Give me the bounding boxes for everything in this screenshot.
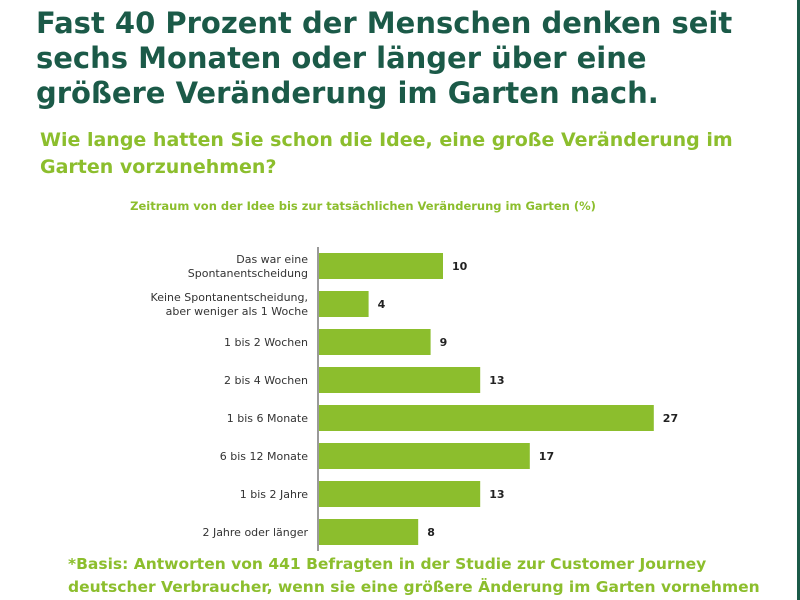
value-label: 17 bbox=[539, 450, 554, 463]
bar bbox=[319, 443, 530, 469]
category-label: 1 bis 2 Jahre bbox=[240, 488, 308, 501]
bar bbox=[319, 253, 443, 279]
footnote: *Basis: Antworten von 441 Befragten in d… bbox=[68, 555, 760, 596]
category-label: Keine Spontanentscheidung, aber weniger a… bbox=[151, 291, 309, 318]
bar bbox=[319, 291, 369, 317]
survey-question: Wie lange hatten Sie schon die Idee, ein… bbox=[40, 129, 733, 178]
headline: Fast 40 Prozent der Menschen denken seit… bbox=[36, 6, 733, 110]
bar bbox=[319, 329, 431, 355]
right-edge-border bbox=[797, 0, 800, 600]
value-label: 13 bbox=[489, 374, 504, 387]
category-label: Das war eine Spontanentscheidung bbox=[188, 253, 308, 280]
value-label: 8 bbox=[427, 526, 435, 539]
category-label: 1 bis 2 Wochen bbox=[224, 336, 308, 349]
category-label: 2 bis 4 Wochen bbox=[224, 374, 308, 387]
category-label: 2 Jahre oder länger bbox=[202, 526, 308, 539]
value-label: 27 bbox=[663, 412, 678, 425]
bar bbox=[319, 405, 654, 431]
bar bbox=[319, 481, 481, 507]
chart-title: Zeitraum von der Idee bis zur tatsächlic… bbox=[130, 199, 596, 213]
bar bbox=[319, 519, 419, 545]
value-label: 13 bbox=[489, 488, 504, 501]
category-label: 1 bis 6 Monate bbox=[227, 412, 309, 425]
value-label: 10 bbox=[452, 260, 468, 273]
bar bbox=[319, 367, 481, 393]
category-label: 6 bis 12 Monate bbox=[220, 450, 309, 463]
value-label: 9 bbox=[440, 336, 448, 349]
value-label: 4 bbox=[378, 298, 386, 311]
